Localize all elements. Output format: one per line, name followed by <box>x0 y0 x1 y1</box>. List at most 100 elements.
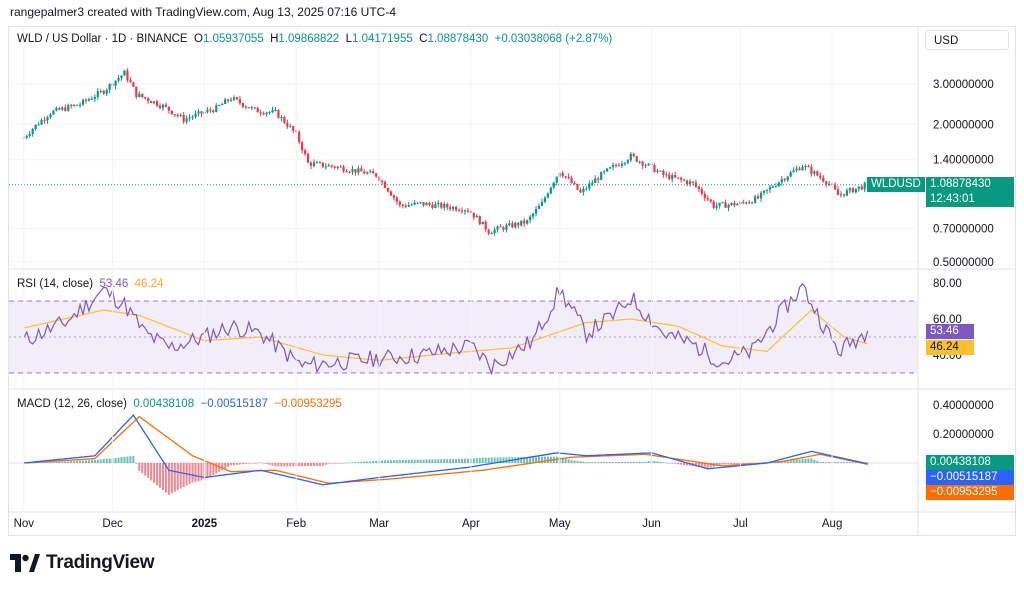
candle-body <box>434 204 437 208</box>
candle <box>697 185 700 193</box>
macd-histogram-bar <box>369 461 372 463</box>
candle-body <box>389 191 393 196</box>
macd-histogram-bar <box>235 463 238 465</box>
candle <box>496 225 499 233</box>
candle <box>37 122 40 126</box>
candle-body <box>52 110 55 115</box>
candle <box>229 97 233 102</box>
candle-body <box>283 117 286 123</box>
candle <box>262 111 265 116</box>
macd-histogram-bar <box>487 457 490 463</box>
macd-histogram-bar <box>520 457 523 463</box>
candle-body <box>597 178 600 180</box>
macd-histogram-bar <box>372 461 375 463</box>
macd-histogram-bar <box>721 463 724 465</box>
macd-histogram-bar <box>845 462 848 463</box>
candle-body <box>742 202 745 204</box>
candle-body <box>703 193 706 199</box>
candle <box>703 191 706 202</box>
tradingview-logo[interactable]: TradingView <box>10 552 155 574</box>
candle <box>570 175 573 184</box>
candle-body <box>244 106 247 108</box>
candle-body <box>247 107 250 109</box>
time-tick-label: 2025 <box>192 518 218 530</box>
candle-body <box>807 166 810 168</box>
macd-histogram-bar <box>212 463 215 476</box>
macd-histogram-bar <box>440 459 443 463</box>
macd-histogram-bar <box>416 459 419 463</box>
candle <box>330 164 333 169</box>
candle <box>383 180 387 189</box>
candle-body <box>514 222 517 228</box>
price-tick-label: 3.00000000 <box>933 79 994 91</box>
currency-button[interactable]: USD <box>925 30 1009 50</box>
candle <box>751 201 754 204</box>
candle <box>478 215 481 226</box>
candle-body <box>606 168 609 172</box>
macd-histogram-bar <box>801 459 804 463</box>
candle-body <box>321 162 324 167</box>
macd-histogram-bar <box>188 463 191 484</box>
candle-body <box>564 176 567 178</box>
macd-histogram-bar <box>389 460 392 463</box>
macd-histogram-bar <box>434 459 437 463</box>
candle-body <box>845 190 849 196</box>
candle-body <box>218 105 221 107</box>
candle-body <box>289 126 292 128</box>
candle-body <box>413 202 416 205</box>
candle <box>597 176 600 184</box>
macd-histogram-bar <box>653 461 656 463</box>
candle-body <box>256 108 259 113</box>
candle <box>176 113 179 118</box>
macd-histogram-bar <box>253 463 256 464</box>
macd-histogram-bar <box>135 463 138 464</box>
candle-body <box>611 165 615 168</box>
candle-body <box>828 183 831 185</box>
candle-body <box>691 181 695 183</box>
candle <box>564 176 567 179</box>
macd-hist-value: 0.00438108 <box>133 398 195 410</box>
candle-body <box>629 153 632 161</box>
macd-histogram-bar <box>386 460 389 463</box>
candle <box>555 176 558 186</box>
close-value: 1.08878430 <box>427 33 489 45</box>
macd-histogram-bar <box>674 463 677 464</box>
macd-histogram-bar <box>718 463 721 466</box>
candle-body <box>318 162 321 164</box>
candle <box>327 163 330 167</box>
macd-histogram-bar <box>437 459 440 463</box>
candle <box>241 102 245 109</box>
candle <box>623 162 626 166</box>
macd-histogram-bar <box>496 457 499 463</box>
candle-body <box>798 168 801 171</box>
macd-histogram-bar <box>579 461 582 463</box>
candle-body <box>727 204 730 208</box>
candle-body <box>105 89 108 94</box>
candle <box>688 178 692 187</box>
candle-body <box>502 227 505 230</box>
macd-histogram-bar <box>215 463 218 474</box>
macd-histogram-bar <box>854 462 857 463</box>
candle <box>372 168 375 174</box>
candle-body <box>549 187 552 194</box>
macd-histogram-bar <box>321 463 324 466</box>
macd-histogram-bar <box>120 457 123 463</box>
candle-body <box>567 176 570 178</box>
candle <box>617 162 621 167</box>
candle <box>46 115 49 124</box>
macd-histogram-bar <box>866 462 869 463</box>
candle <box>579 187 582 194</box>
candle <box>292 125 295 134</box>
candle <box>188 114 191 122</box>
candle <box>523 217 526 228</box>
macd-histogram-bar <box>230 463 233 466</box>
candle-body <box>179 115 182 117</box>
candle-body <box>298 132 301 143</box>
candle <box>179 113 182 118</box>
macd-histogram-bar <box>837 462 840 463</box>
macd-histogram-bar <box>117 457 120 463</box>
macd-histogram-bar <box>842 462 845 463</box>
macd-histogram-bar <box>742 463 745 464</box>
macd-histogram-bar <box>58 461 61 463</box>
